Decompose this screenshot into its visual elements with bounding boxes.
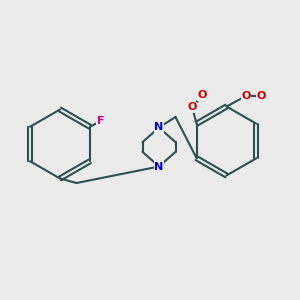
Text: O: O <box>241 91 251 101</box>
Text: F: F <box>97 116 104 126</box>
Text: O: O <box>198 90 207 100</box>
Text: O: O <box>188 102 197 112</box>
Text: N: N <box>154 161 164 172</box>
Text: O: O <box>256 91 266 101</box>
Text: N: N <box>154 122 164 133</box>
